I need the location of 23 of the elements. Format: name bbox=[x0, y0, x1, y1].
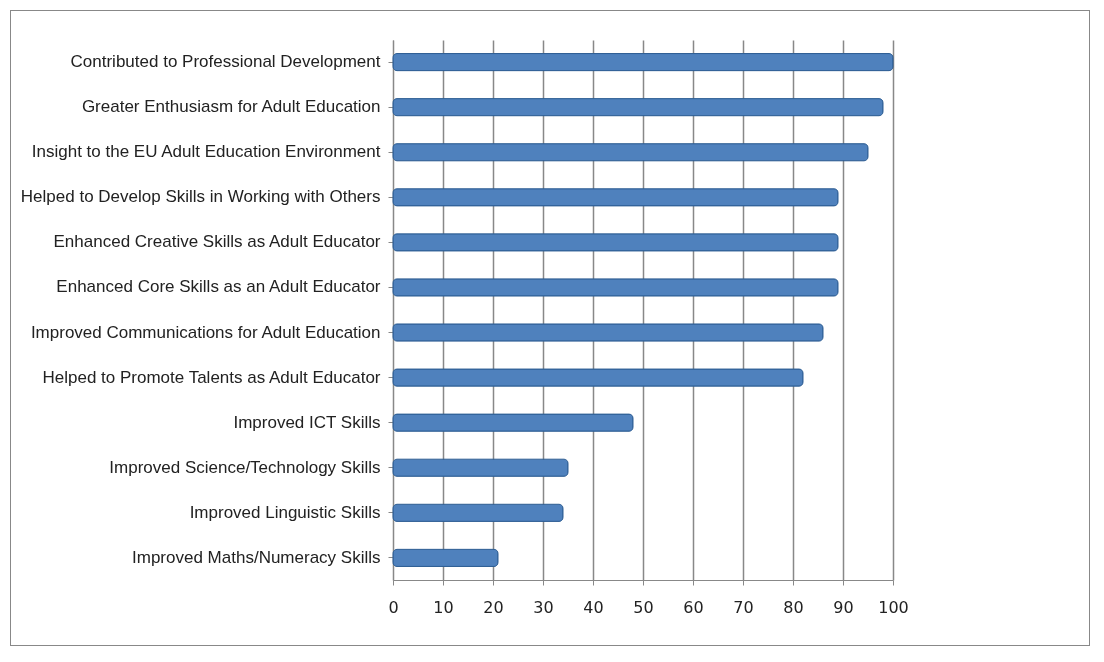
y-tick-label: Improved Science/Technology Skills bbox=[109, 457, 381, 477]
y-tick-label: Helped to Develop Skills in Working with Others bbox=[20, 187, 381, 207]
y-tick-label: Enhanced Creative Skills as Adult Educator bbox=[53, 232, 381, 252]
x-tick-label: 90 bbox=[833, 597, 854, 617]
y-tick-label: Improved Linguistic Skills bbox=[189, 502, 381, 522]
y-tick-label: Helped to Promote Talents as Adult Educator bbox=[42, 367, 381, 387]
y-tick-label: Greater Enthusiasm for Adult Education bbox=[81, 97, 381, 117]
x-tick-label: 100 bbox=[878, 597, 909, 617]
x-tick-label: 70 bbox=[733, 597, 754, 617]
x-tick-label: 0 bbox=[388, 597, 399, 617]
y-tick-label: Enhanced Core Skills as an Adult Educator bbox=[56, 277, 381, 297]
y-tick-label: Insight to the EU Adult Education Environment bbox=[31, 142, 381, 162]
x-tick-label: 30 bbox=[533, 597, 554, 617]
y-tick-label: Improved Maths/Numeracy Skills bbox=[132, 547, 381, 567]
y-tick-label: Contributed to Professional Development bbox=[70, 52, 381, 72]
x-tick-label: 10 bbox=[433, 597, 454, 617]
y-tick-label: Improved Communications for Adult Education bbox=[30, 322, 381, 342]
x-tick-label: 20 bbox=[483, 597, 504, 617]
x-tick-label: 50 bbox=[633, 597, 654, 617]
x-tick-label: 60 bbox=[683, 597, 704, 617]
y-tick-label: Improved ICT Skills bbox=[233, 412, 381, 432]
x-tick-label: 80 bbox=[783, 597, 804, 617]
x-tick-label: 40 bbox=[583, 597, 604, 617]
